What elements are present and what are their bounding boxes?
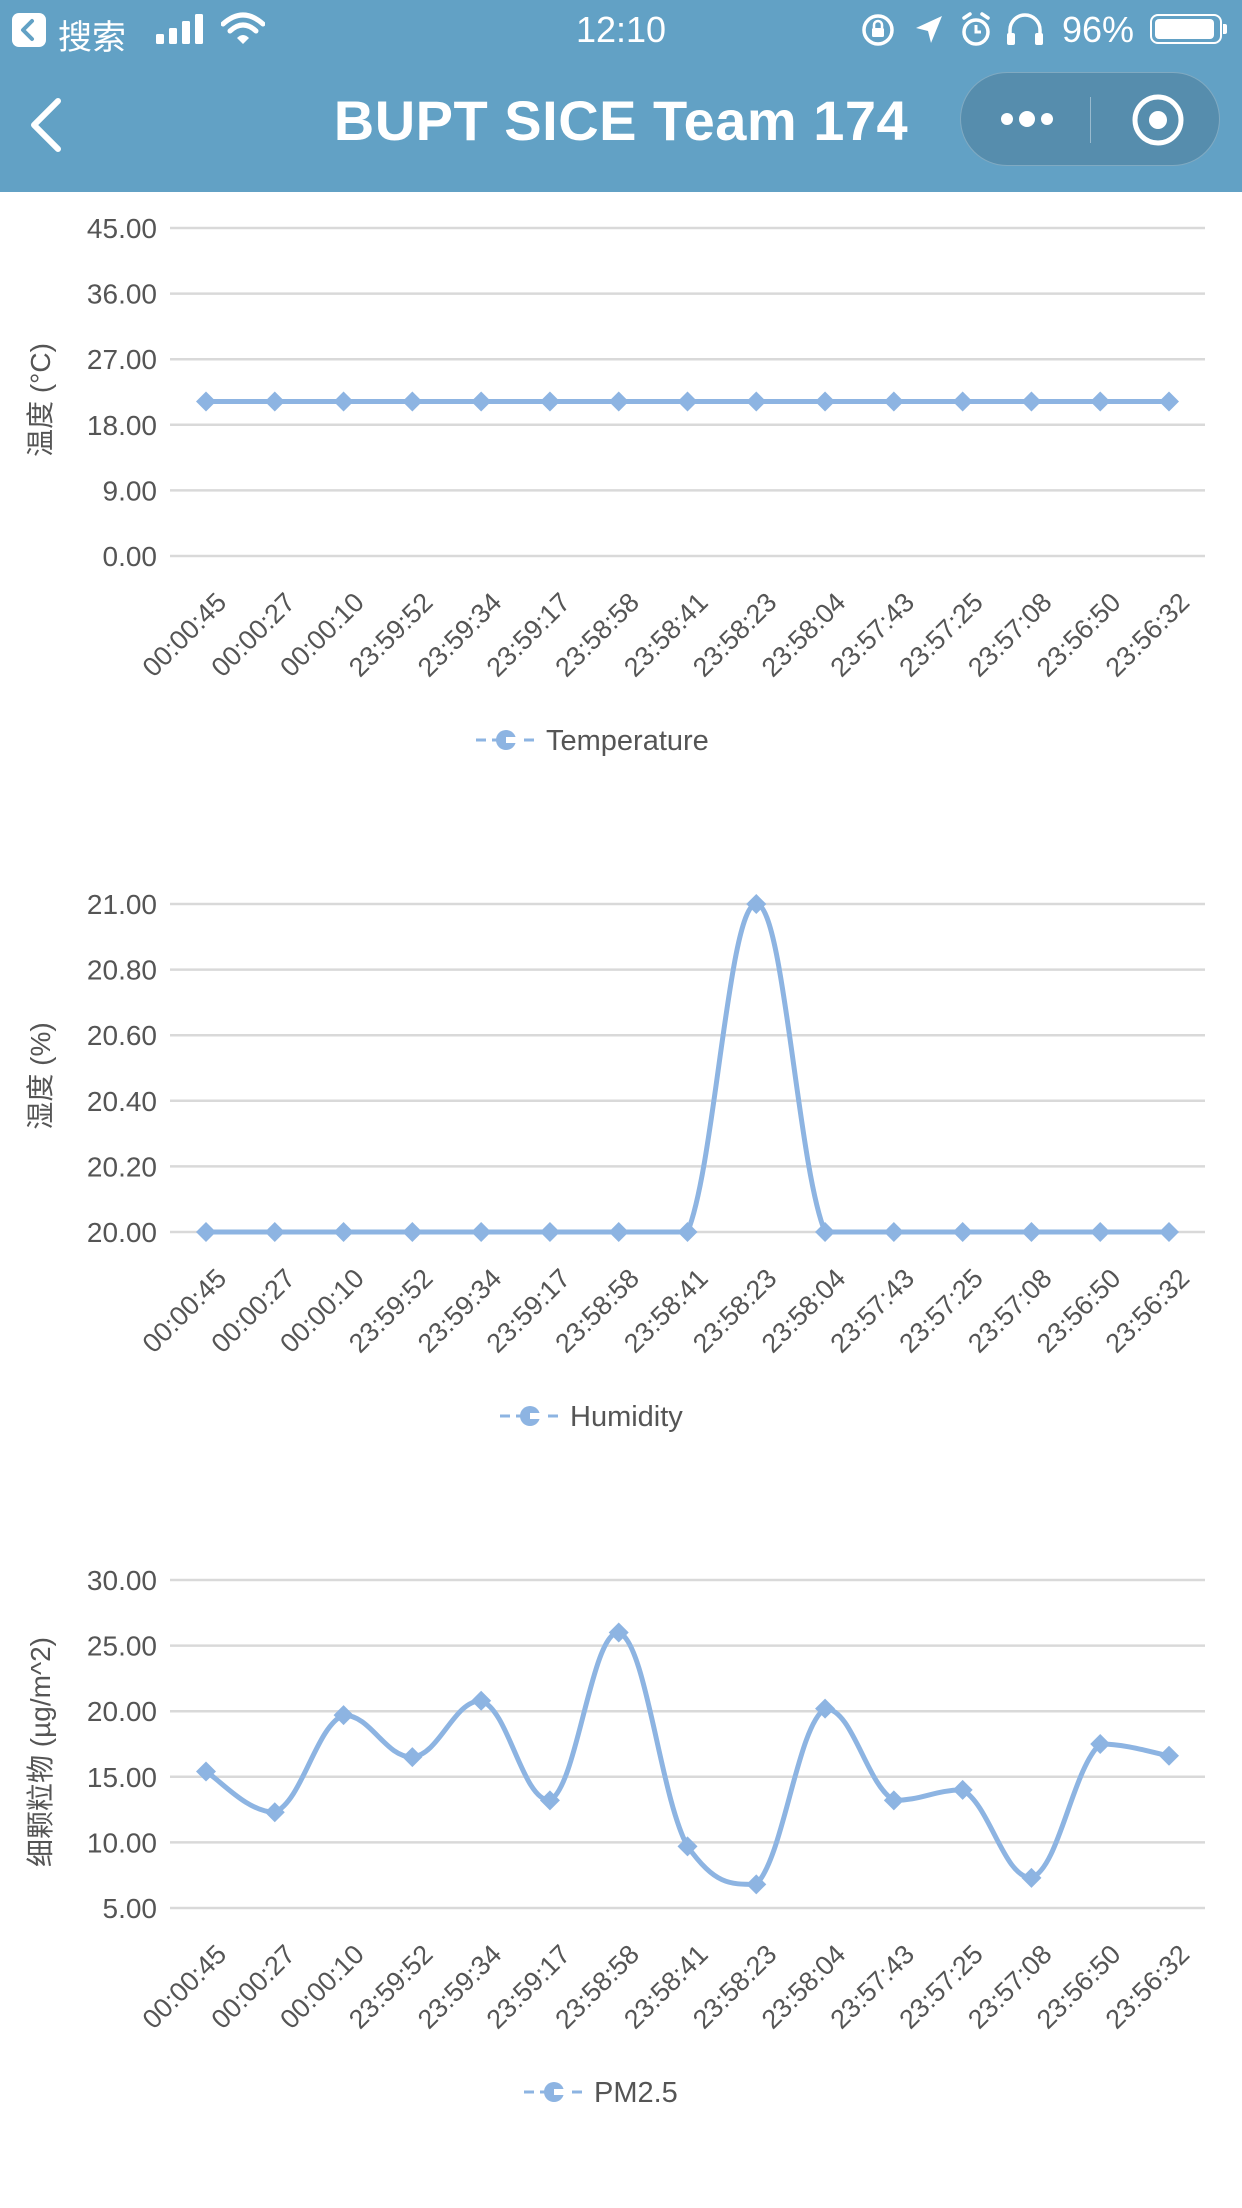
battery-icon [1150,14,1227,44]
data-point[interactable] [883,391,904,412]
status-right-icons [862,12,1043,46]
wifi-icon [221,12,265,44]
series-line [206,901,1169,1235]
legend-item[interactable]: Humidity [500,1401,683,1433]
legend-item[interactable]: Temperature [476,725,709,757]
data-point[interactable] [539,391,560,412]
y-tick-label: 45.00 [87,213,157,244]
status-time: 12:10 [575,9,667,50]
y-tick-label: 20.60 [87,1020,157,1051]
data-point[interactable] [264,391,285,412]
y-tick-label: 20.40 [87,1086,157,1117]
data-point[interactable] [1021,1867,1042,1888]
data-point[interactable] [883,1790,904,1811]
legend-label: PM2.5 [594,2077,678,2109]
data-point[interactable] [1159,1222,1179,1242]
legend-label: Temperature [546,725,709,757]
page-title: BUPT SICE Team 174 [333,89,909,152]
battery-percent: 96% [1062,9,1135,50]
data-point[interactable] [333,1705,354,1726]
data-point[interactable] [1021,391,1042,412]
y-axis-title: 温度 (°C) [25,343,56,457]
location-icon [916,16,942,43]
data-point[interactable] [333,1222,354,1242]
data-point[interactable] [746,1874,767,1895]
y-tick-label: 20.00 [87,1217,157,1248]
miniprogram-capsule [960,72,1220,166]
lock-rotation-icon [862,14,894,46]
y-tick-label: 15.00 [87,1762,157,1793]
data-point[interactable] [746,391,767,412]
header: 搜索 12:10 [0,0,1242,192]
data-point[interactable] [952,1779,973,1800]
data-point[interactable] [677,391,698,412]
y-axis-title: 湿度 (%) [25,1022,56,1129]
more-icon[interactable] [997,101,1057,137]
data-point[interactable] [539,1222,560,1242]
back-arrow-icon[interactable] [24,95,74,155]
headphones-icon [1007,13,1043,45]
data-point[interactable] [815,1222,836,1242]
y-tick-label: 9.00 [103,475,158,506]
pm25-chart: 30.00 25.00 20.00 15.00 10.00 5.00 细颗粒物 (µg/m^… [25,1565,1205,2109]
data-point[interactable] [608,1622,629,1643]
data-point[interactable] [677,1222,698,1242]
data-point[interactable] [471,1690,492,1711]
data-point[interactable] [264,1222,285,1242]
data-point[interactable] [677,1836,698,1857]
legend-item[interactable]: PM2.5 [524,2077,678,2109]
data-point[interactable] [608,391,629,412]
y-tick-label: 36.00 [87,279,157,310]
data-point[interactable] [402,391,423,412]
y-tick-label: 20.80 [87,955,157,986]
y-tick-label: 5.00 [103,1893,158,1924]
legend-label: Humidity [570,1401,683,1433]
data-point[interactable] [1159,391,1179,412]
data-point[interactable] [952,391,973,412]
data-point[interactable] [815,391,836,412]
capsule-divider [1090,97,1091,143]
data-point[interactable] [539,1790,560,1811]
signal-icon [156,14,203,44]
y-tick-label: 27.00 [87,344,157,375]
data-point[interactable] [1090,391,1111,412]
y-axis-title: 细颗粒物 (µg/m^2) [25,1637,56,1867]
y-tick-label: 18.00 [87,410,157,441]
data-point[interactable] [402,1222,423,1242]
y-tick-label: 25.00 [87,1631,157,1662]
y-tick-label: 0.00 [103,541,158,572]
data-point[interactable] [333,391,354,412]
data-point[interactable] [196,1222,216,1242]
data-point[interactable] [471,1222,492,1242]
data-point[interactable] [1090,1222,1111,1242]
y-tick-label: 20.00 [87,1696,157,1727]
data-point[interactable] [952,1222,973,1242]
data-point[interactable] [883,1222,904,1242]
data-point[interactable] [1159,1745,1179,1766]
y-tick-label: 10.00 [87,1827,157,1858]
series-line [204,1630,1170,1887]
data-point[interactable] [1021,1222,1042,1242]
data-point[interactable] [471,391,492,412]
back-app-icon[interactable] [12,13,46,47]
data-point[interactable] [608,1222,629,1242]
alarm-icon [962,12,990,46]
status-bar: 搜索 12:10 [0,0,1242,60]
back-app-label[interactable]: 搜索 [58,19,126,57]
data-point[interactable] [815,1698,836,1719]
data-point[interactable] [1090,1734,1111,1754]
data-point[interactable] [402,1747,423,1768]
data-point[interactable] [196,391,216,412]
y-tick-label: 30.00 [87,1565,157,1596]
close-target-icon[interactable] [1129,91,1187,149]
y-tick-label: 20.20 [87,1151,157,1182]
data-point[interactable] [196,1761,216,1782]
data-point[interactable] [746,894,767,914]
y-tick-label: 21.00 [87,889,157,920]
data-point[interactable] [264,1802,285,1823]
